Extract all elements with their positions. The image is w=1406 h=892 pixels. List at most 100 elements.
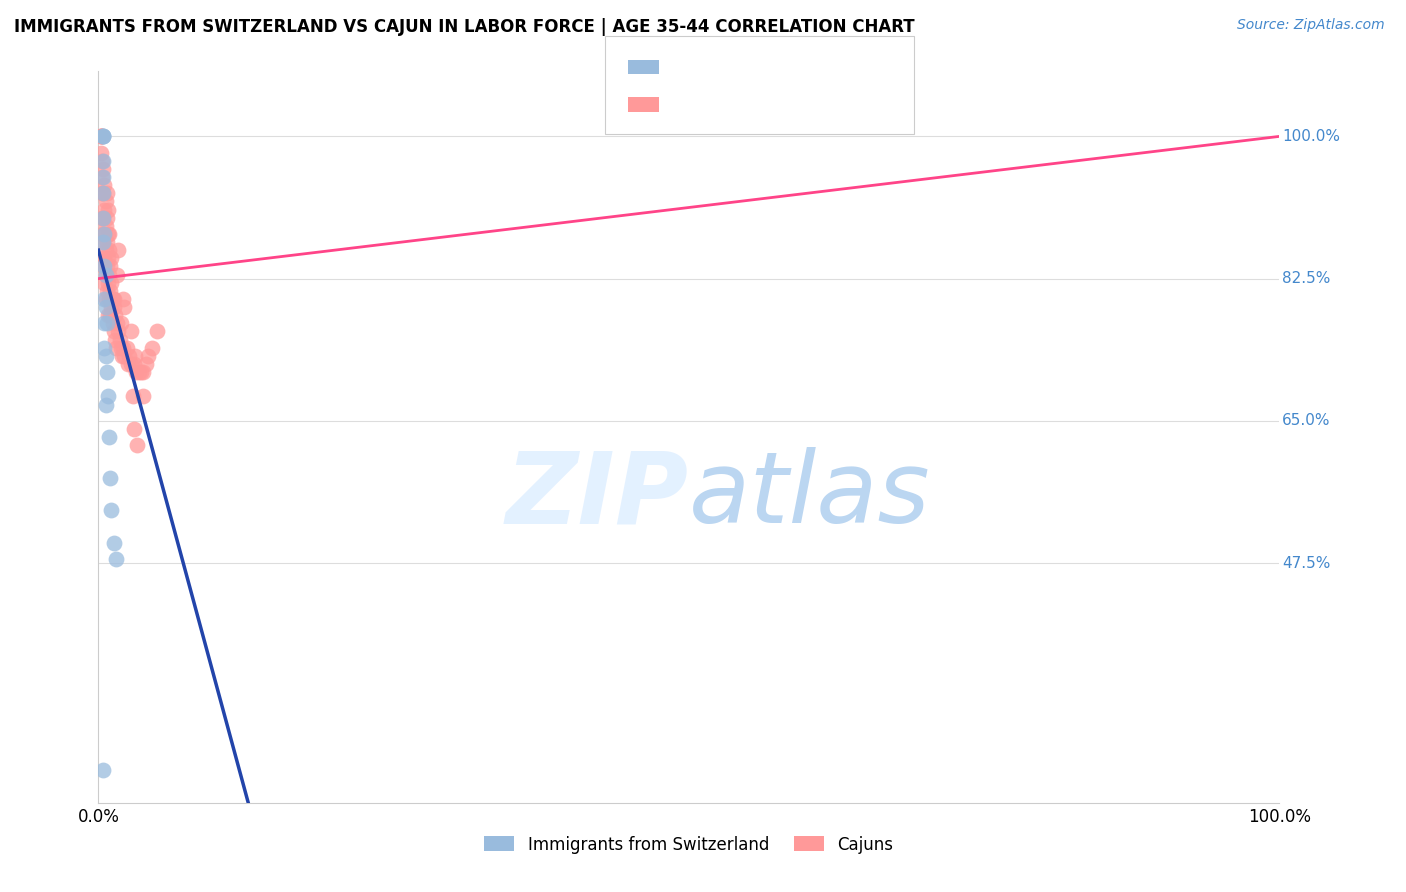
Point	[91, 153, 114, 168]
Point	[98, 260, 121, 274]
Point	[91, 764, 114, 778]
Point	[108, 333, 131, 347]
Point	[93, 341, 115, 355]
Text: 82.5%: 82.5%	[1282, 271, 1330, 286]
Point	[105, 552, 128, 566]
Point	[141, 341, 163, 355]
Point	[98, 430, 121, 444]
Point	[97, 252, 120, 266]
Point	[98, 284, 121, 298]
Point	[122, 422, 145, 436]
Point	[101, 316, 124, 330]
Point	[100, 300, 122, 314]
Point	[90, 129, 112, 144]
Point	[96, 186, 118, 201]
Point	[103, 325, 125, 339]
Point	[135, 357, 157, 371]
Point	[91, 129, 114, 144]
Point	[129, 365, 152, 379]
Point	[91, 129, 114, 144]
Point	[90, 129, 112, 144]
Point	[94, 243, 117, 257]
Point	[93, 292, 115, 306]
Point	[100, 276, 122, 290]
Point	[96, 235, 118, 249]
Point	[121, 325, 143, 339]
Point	[91, 235, 114, 249]
Point	[90, 145, 112, 160]
Point	[105, 341, 128, 355]
Point	[117, 357, 139, 371]
Point	[121, 357, 143, 371]
Text: R =: R =	[671, 95, 710, 113]
Point	[146, 325, 169, 339]
Point	[91, 211, 114, 225]
Point	[94, 268, 117, 282]
Point	[100, 252, 122, 266]
Point	[97, 308, 120, 322]
Point	[112, 341, 135, 355]
Point	[91, 186, 114, 201]
Point	[90, 129, 112, 144]
Text: 100.0%: 100.0%	[1282, 128, 1340, 144]
Text: -0.396: -0.396	[710, 58, 769, 76]
Point	[132, 365, 155, 379]
Text: Source: ZipAtlas.com: Source: ZipAtlas.com	[1237, 18, 1385, 32]
Point	[112, 292, 135, 306]
Point	[91, 169, 114, 184]
Point	[103, 292, 125, 306]
Text: IMMIGRANTS FROM SWITZERLAND VS CAJUN IN LABOR FORCE | AGE 35-44 CORRELATION CHAR: IMMIGRANTS FROM SWITZERLAND VS CAJUN IN …	[14, 18, 915, 36]
Point	[98, 308, 121, 322]
Point	[91, 211, 114, 225]
Point	[97, 389, 120, 403]
Text: 47.5%: 47.5%	[1282, 556, 1330, 571]
Point	[96, 260, 118, 274]
Text: 26: 26	[817, 58, 839, 76]
Point	[93, 276, 115, 290]
Point	[128, 365, 150, 379]
Point	[91, 161, 114, 176]
Point	[105, 316, 128, 330]
Point	[91, 211, 114, 225]
Point	[127, 438, 149, 452]
Point	[110, 341, 132, 355]
Point	[136, 349, 159, 363]
Point	[91, 260, 114, 274]
Point	[118, 349, 141, 363]
Point	[93, 227, 115, 241]
Text: R =: R =	[671, 58, 710, 76]
Point	[104, 308, 127, 322]
Point	[115, 341, 138, 355]
Point	[103, 300, 125, 314]
Point	[91, 186, 114, 201]
Point	[93, 260, 115, 274]
Point	[107, 325, 129, 339]
Point	[91, 169, 114, 184]
Text: N =: N =	[778, 58, 817, 76]
Point	[97, 227, 120, 241]
Point	[94, 219, 117, 233]
Text: 0.230: 0.230	[710, 95, 769, 113]
Point	[96, 211, 118, 225]
Point	[107, 243, 129, 257]
Point	[96, 316, 118, 330]
Point	[91, 129, 114, 144]
Point	[121, 389, 143, 403]
Point	[91, 186, 114, 201]
Point	[91, 153, 114, 168]
Text: ZIP: ZIP	[506, 447, 689, 544]
Point	[91, 227, 114, 241]
Point	[98, 292, 121, 306]
Point	[93, 316, 115, 330]
Point	[94, 300, 117, 314]
Point	[93, 227, 115, 241]
Point	[105, 268, 128, 282]
Point	[96, 284, 118, 298]
Point	[101, 292, 124, 306]
Point	[93, 178, 115, 193]
Point	[104, 333, 127, 347]
Point	[98, 268, 121, 282]
Point	[122, 357, 145, 371]
Point	[110, 316, 132, 330]
Point	[100, 503, 122, 517]
